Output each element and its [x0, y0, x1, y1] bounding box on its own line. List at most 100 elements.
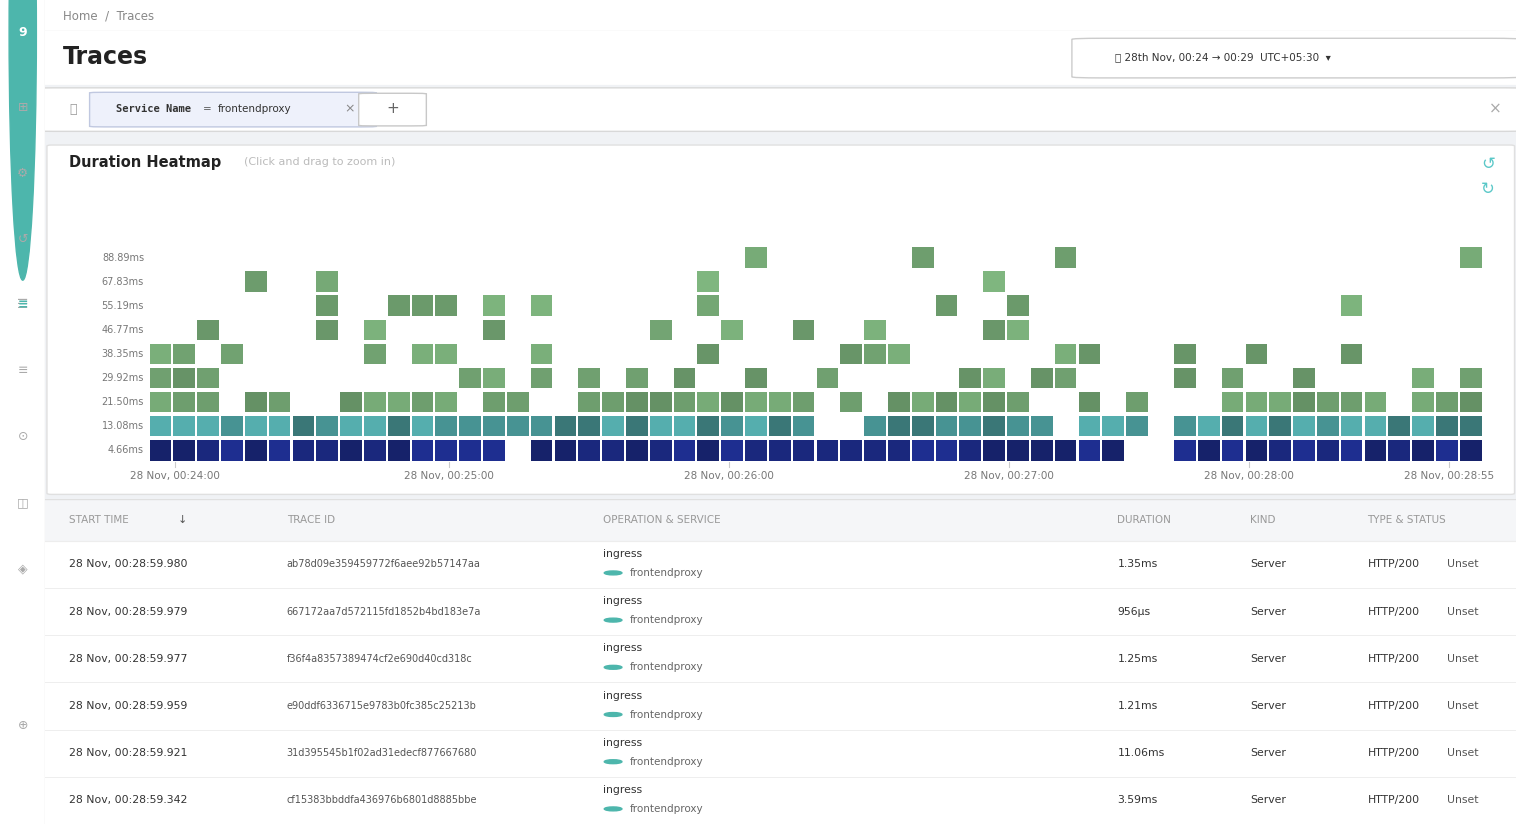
- Text: 67.83ms: 67.83ms: [102, 277, 144, 287]
- Bar: [911, 391, 934, 412]
- Bar: [293, 416, 314, 437]
- Bar: [793, 320, 814, 340]
- Text: Unset: Unset: [1446, 559, 1478, 569]
- Bar: [1364, 391, 1386, 412]
- Text: cf15383bbddfa436976b6801d8885bbe: cf15383bbddfa436976b6801d8885bbe: [287, 795, 478, 805]
- Text: ↓: ↓: [177, 515, 186, 525]
- Text: 1.35ms: 1.35ms: [1117, 559, 1158, 569]
- Bar: [697, 416, 719, 437]
- Bar: [364, 440, 385, 461]
- Bar: [579, 391, 600, 412]
- Text: 38.35ms: 38.35ms: [102, 349, 144, 359]
- Bar: [1389, 440, 1410, 461]
- Bar: [459, 416, 481, 437]
- Bar: [1460, 247, 1481, 268]
- Bar: [1340, 440, 1363, 461]
- Bar: [435, 391, 458, 412]
- Text: HTTP/200: HTTP/200: [1367, 701, 1419, 711]
- Text: Unset: Unset: [1446, 701, 1478, 711]
- Text: 28 Nov, 00:28:59.977: 28 Nov, 00:28:59.977: [70, 653, 188, 664]
- Text: 29.92ms: 29.92ms: [102, 373, 144, 383]
- Bar: [1126, 416, 1148, 437]
- Bar: [1364, 416, 1386, 437]
- Text: KIND: KIND: [1249, 515, 1275, 525]
- Bar: [388, 440, 409, 461]
- Bar: [484, 296, 505, 316]
- Bar: [673, 391, 696, 412]
- Bar: [1173, 416, 1196, 437]
- Bar: [484, 391, 505, 412]
- Circle shape: [605, 665, 622, 669]
- Bar: [197, 440, 218, 461]
- Bar: [840, 344, 863, 364]
- Bar: [246, 440, 267, 461]
- Bar: [673, 368, 696, 388]
- Bar: [1078, 344, 1101, 364]
- Bar: [1173, 440, 1196, 461]
- Text: 13.08ms: 13.08ms: [102, 421, 144, 431]
- Bar: [1340, 391, 1363, 412]
- Text: 667172aa7d572115fd1852b4bd183e7a: 667172aa7d572115fd1852b4bd183e7a: [287, 606, 481, 616]
- Bar: [531, 368, 552, 388]
- Text: 1.25ms: 1.25ms: [1117, 653, 1158, 664]
- Bar: [150, 368, 171, 388]
- Bar: [697, 440, 719, 461]
- FancyBboxPatch shape: [1072, 38, 1516, 78]
- Bar: [984, 391, 1005, 412]
- Text: +: +: [387, 101, 399, 116]
- Bar: [459, 440, 481, 461]
- Text: Server: Server: [1249, 606, 1286, 616]
- Bar: [579, 368, 600, 388]
- Bar: [555, 440, 576, 461]
- Text: e90ddf6336715e9783b0fc385c25213b: e90ddf6336715e9783b0fc385c25213b: [287, 701, 476, 711]
- Text: frontendproxy: frontendproxy: [629, 662, 703, 672]
- Bar: [1293, 440, 1314, 461]
- Bar: [1173, 344, 1196, 364]
- Text: TYPE & STATUS: TYPE & STATUS: [1367, 515, 1446, 525]
- Bar: [531, 416, 552, 437]
- Text: 31d395545b1f02ad31edecf877667680: 31d395545b1f02ad31edecf877667680: [287, 748, 478, 758]
- Bar: [150, 416, 171, 437]
- Bar: [531, 440, 552, 461]
- Bar: [960, 416, 981, 437]
- Bar: [317, 320, 338, 340]
- Bar: [340, 440, 362, 461]
- Bar: [484, 368, 505, 388]
- Bar: [317, 271, 338, 292]
- Bar: [388, 391, 409, 412]
- Text: Home  /  Traces: Home / Traces: [64, 9, 155, 22]
- Bar: [484, 320, 505, 340]
- Bar: [531, 344, 552, 364]
- Bar: [817, 368, 838, 388]
- Text: Unset: Unset: [1446, 606, 1478, 616]
- Text: Server: Server: [1249, 748, 1286, 758]
- Bar: [150, 344, 171, 364]
- Bar: [840, 440, 863, 461]
- Text: Duration Heatmap: Duration Heatmap: [70, 155, 221, 170]
- Bar: [1031, 440, 1052, 461]
- Bar: [1436, 416, 1458, 437]
- Text: OPERATION & SERVICE: OPERATION & SERVICE: [603, 515, 720, 525]
- Text: ingress: ingress: [603, 737, 641, 748]
- Bar: [888, 344, 910, 364]
- Bar: [340, 416, 362, 437]
- Bar: [1078, 416, 1101, 437]
- Bar: [579, 440, 600, 461]
- Bar: [935, 416, 958, 437]
- Bar: [364, 320, 385, 340]
- Text: 3.59ms: 3.59ms: [1117, 795, 1158, 805]
- Bar: [1413, 368, 1434, 388]
- Circle shape: [605, 713, 622, 716]
- Bar: [888, 391, 910, 412]
- Bar: [1413, 391, 1434, 412]
- Text: ⊙: ⊙: [18, 430, 27, 443]
- Circle shape: [605, 760, 622, 764]
- Bar: [1436, 440, 1458, 461]
- Bar: [388, 296, 409, 316]
- Bar: [1246, 416, 1267, 437]
- Text: ◫: ◫: [17, 496, 29, 509]
- Bar: [506, 416, 529, 437]
- Bar: [221, 344, 243, 364]
- Bar: [221, 416, 243, 437]
- Text: 88.89ms: 88.89ms: [102, 253, 144, 263]
